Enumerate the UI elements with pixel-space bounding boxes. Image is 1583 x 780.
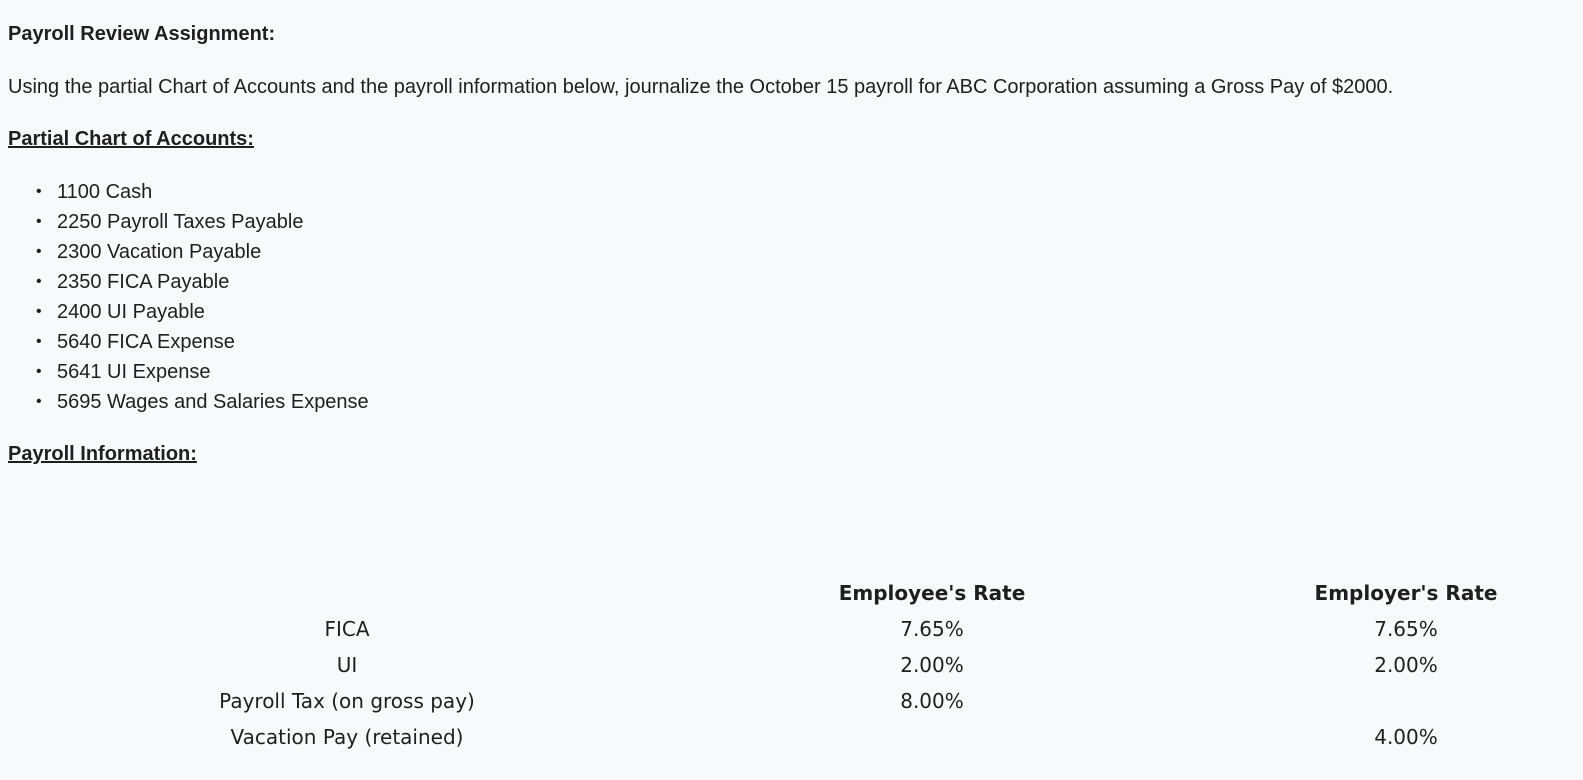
bullet-icon: • <box>36 273 42 290</box>
employer-rate-value: 7.65% <box>1374 617 1438 641</box>
column-header-employee-rate: Employee's Rate <box>838 581 1026 605</box>
row-item-label: Payroll Tax (on gross pay) <box>219 689 475 713</box>
list-item: • 2350 FICA Payable <box>36 271 230 293</box>
table-row: Payroll Tax (on gross pay) 8.00% <box>0 683 1575 719</box>
assignment-instructions: Using the partial Chart of Accounts and … <box>8 76 1394 98</box>
row-item-label: FICA <box>324 617 370 641</box>
employee-rate-value: 2.00% <box>900 653 964 677</box>
employer-rate-value: 4.00% <box>1374 725 1438 749</box>
bullet-icon: • <box>36 303 42 320</box>
assignment-title: Payroll Review Assignment: <box>8 23 276 45</box>
bullet-icon: • <box>36 363 42 380</box>
employer-rate-value: 2.00% <box>1374 653 1438 677</box>
table-header-row: Employee's Rate Employer's Rate <box>0 575 1575 611</box>
list-item: • 2300 Vacation Payable <box>36 241 262 263</box>
column-header-employer-rate: Employer's Rate <box>1314 581 1498 605</box>
bullet-icon: • <box>36 333 42 350</box>
employee-rate-value: 8.00% <box>900 689 964 713</box>
table-row: FICA 7.65% 7.65% <box>0 611 1575 647</box>
list-item: • 5695 Wages and Salaries Expense <box>36 391 369 413</box>
list-item: • 2250 Payroll Taxes Payable <box>36 211 304 233</box>
chart-of-accounts-heading: Partial Chart of Accounts: <box>8 128 254 150</box>
table-row: Vacation Pay (retained) 4.00% <box>0 719 1575 755</box>
payroll-rates-table: Employee's Rate Employer's Rate FICA 7.6… <box>0 575 1575 755</box>
row-item-label: UI <box>336 653 358 677</box>
bullet-icon: • <box>36 213 42 230</box>
list-item: • 1100 Cash <box>36 181 153 203</box>
employee-rate-value: 7.65% <box>900 617 964 641</box>
table-row: UI 2.00% 2.00% <box>0 647 1575 683</box>
bullet-icon: • <box>36 183 42 200</box>
row-item-label: Vacation Pay (retained) <box>230 725 464 749</box>
list-item: • 2400 UI Payable <box>36 301 205 323</box>
bullet-icon: • <box>36 393 42 410</box>
payroll-information-heading: Payroll Information: <box>8 443 197 465</box>
list-item: • 5641 UI Expense <box>36 361 211 383</box>
bullet-icon: • <box>36 243 42 260</box>
chart-of-accounts-list: • 1100 Cash • 2250 Payroll Taxes Payable •… <box>8 180 369 420</box>
list-item: • 5640 FICA Expense <box>36 331 235 353</box>
